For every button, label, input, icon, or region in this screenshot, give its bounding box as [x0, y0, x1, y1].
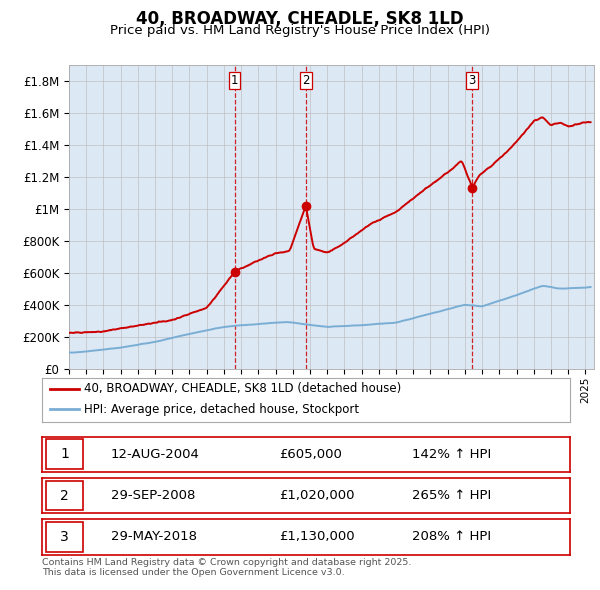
Text: 2: 2 [302, 74, 310, 87]
FancyBboxPatch shape [46, 440, 83, 469]
Text: 1: 1 [60, 447, 69, 461]
Text: 142% ↑ HPI: 142% ↑ HPI [412, 448, 491, 461]
Text: 2: 2 [61, 489, 69, 503]
Text: 29-MAY-2018: 29-MAY-2018 [110, 530, 197, 543]
Text: £1,020,000: £1,020,000 [280, 489, 355, 502]
Text: £605,000: £605,000 [280, 448, 343, 461]
Text: HPI: Average price, detached house, Stockport: HPI: Average price, detached house, Stoc… [84, 403, 359, 416]
Text: 208% ↑ HPI: 208% ↑ HPI [412, 530, 491, 543]
Text: 12-AUG-2004: 12-AUG-2004 [110, 448, 200, 461]
Text: 3: 3 [468, 74, 476, 87]
Text: 40, BROADWAY, CHEADLE, SK8 1LD: 40, BROADWAY, CHEADLE, SK8 1LD [136, 10, 464, 28]
Text: 1: 1 [231, 74, 238, 87]
Text: £1,130,000: £1,130,000 [280, 530, 355, 543]
Text: Price paid vs. HM Land Registry's House Price Index (HPI): Price paid vs. HM Land Registry's House … [110, 24, 490, 37]
Text: 3: 3 [61, 530, 69, 544]
Text: 29-SEP-2008: 29-SEP-2008 [110, 489, 195, 502]
FancyBboxPatch shape [46, 481, 83, 510]
Text: 265% ↑ HPI: 265% ↑ HPI [412, 489, 491, 502]
FancyBboxPatch shape [46, 522, 83, 552]
Text: Contains HM Land Registry data © Crown copyright and database right 2025.
This d: Contains HM Land Registry data © Crown c… [42, 558, 412, 577]
Text: 40, BROADWAY, CHEADLE, SK8 1LD (detached house): 40, BROADWAY, CHEADLE, SK8 1LD (detached… [84, 382, 401, 395]
